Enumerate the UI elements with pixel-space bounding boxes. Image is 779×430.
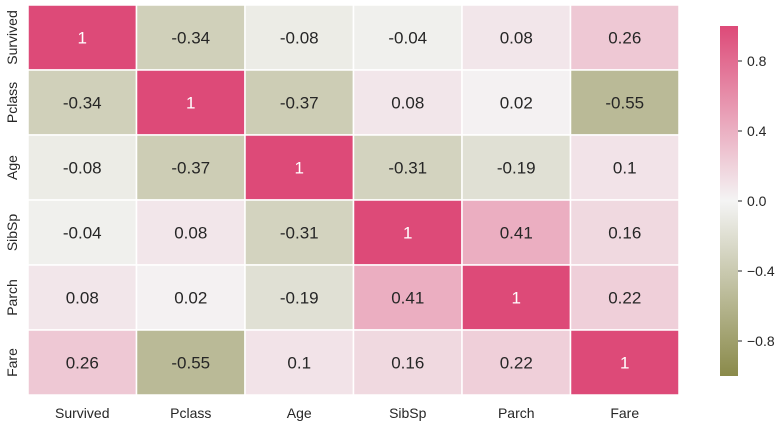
cell-value-label: -0.31 (280, 224, 319, 243)
cell-value-label: 0.02 (500, 94, 533, 113)
y-tick-label-parch: Parch (4, 279, 20, 316)
heatmap-cell-pclass-pclass (135, 69, 246, 136)
colorbar-tick-label: 0.8 (747, 53, 767, 69)
cell-value-label: 0.08 (66, 289, 99, 308)
cell-value-label: -0.55 (605, 94, 644, 113)
x-tick-labels: Survived Pclass Age SibSp Parch Fare (55, 405, 639, 421)
cell-value-label: 0.16 (391, 354, 424, 373)
heatmap-cell-sibsp-age (244, 199, 355, 266)
colorbar-tick-label: −0.8 (747, 333, 775, 349)
cell-value-label: 0.1 (287, 354, 311, 373)
y-tick-labels: Survived Pclass Age SibSp Parch Fare (4, 10, 20, 377)
cell-value-label: 0.08 (391, 94, 424, 113)
colorbar-tick-label: −0.4 (747, 263, 775, 279)
y-tick-label-fare: Fare (4, 348, 20, 377)
heatmap-cell-age-parch (461, 134, 572, 201)
cell-value-label: 0.26 (66, 354, 99, 373)
x-tick-label-fare: Fare (610, 405, 639, 421)
heatmap-cell-sibsp-pclass (135, 199, 246, 266)
cell-value-label: -0.37 (280, 94, 319, 113)
heatmap-cell-sibsp-survived (27, 199, 138, 266)
cell-value-label: 0.08 (174, 224, 207, 243)
y-tick-label-sibsp: SibSp (4, 214, 20, 252)
y-tick-label-age: Age (4, 155, 20, 180)
cell-value-label: -0.55 (171, 354, 210, 373)
cell-value-label: 0.22 (608, 289, 641, 308)
x-tick-label-parch: Parch (498, 405, 535, 421)
cell-value-label: 0.02 (174, 289, 207, 308)
heatmap-cell-parch-fare (569, 264, 680, 331)
x-tick-label-pclass: Pclass (170, 405, 211, 421)
heatmap-cell-age-pclass (135, 134, 246, 201)
cell-value-label: -0.37 (171, 159, 210, 178)
heatmap-cells: 1 -0.34 -0.08 -0.04 0.08 0.26 -0.34 1 -0.37 0.08 0… (27, 4, 680, 396)
cell-value-label: -0.19 (280, 289, 319, 308)
colorbar-gradient (720, 26, 738, 376)
cell-value-label: -0.04 (63, 224, 102, 243)
cell-value-label: 0.41 (391, 289, 424, 308)
heatmap-cell-sibsp-sibsp (352, 199, 463, 266)
x-tick-label-sibsp: SibSp (389, 405, 427, 421)
cell-value-label: -0.08 (280, 29, 319, 48)
heatmap-cell-parch-age (244, 264, 355, 331)
heatmap-cell-parch-survived (27, 264, 138, 331)
cell-value-label: 0.41 (500, 224, 533, 243)
heatmap-cell-survived-fare (569, 4, 680, 71)
heatmap-cell-fare-sibsp (352, 329, 463, 396)
heatmap-cell-age-sibsp (352, 134, 463, 201)
cell-value-label: -0.19 (497, 159, 536, 178)
cell-value-label: 1 (620, 354, 629, 373)
heatmap-cell-parch-parch (461, 264, 572, 331)
heatmap-cell-fare-parch (461, 329, 572, 396)
heatmap-cell-sibsp-fare (569, 199, 680, 266)
heatmap-cell-pclass-sibsp (352, 69, 463, 136)
cell-value-label: 1 (295, 159, 304, 178)
heatmap-cell-parch-sibsp (352, 264, 463, 331)
heatmap-cell-survived-survived (27, 4, 138, 71)
heatmap-cell-fare-survived (27, 329, 138, 396)
cell-value-label: 1 (186, 94, 195, 113)
colorbar: 0.8 0.4 0.0 −0.4 −0.8 (720, 26, 775, 376)
heatmap-cell-survived-pclass (135, 4, 246, 71)
cell-value-label: -0.08 (63, 159, 102, 178)
cell-value-label: 1 (78, 29, 87, 48)
cell-value-label: -0.31 (388, 159, 427, 178)
colorbar-tick-label: 0.4 (747, 123, 767, 139)
cell-value-label: 0.26 (608, 29, 641, 48)
x-tick-label-survived: Survived (55, 405, 109, 421)
heatmap-cell-sibsp-parch (461, 199, 572, 266)
cell-value-label: -0.34 (171, 29, 210, 48)
cell-value-label: -0.04 (388, 29, 427, 48)
cell-value-label: 1 (512, 289, 521, 308)
heatmap-cell-survived-age (244, 4, 355, 71)
cell-value-label: -0.34 (63, 94, 102, 113)
cell-value-label: 0.08 (500, 29, 533, 48)
x-tick-label-age: Age (287, 405, 312, 421)
cell-value-label: 1 (403, 224, 412, 243)
cell-value-label: 0.1 (613, 159, 637, 178)
cell-value-label: 0.16 (608, 224, 641, 243)
y-tick-label-pclass: Pclass (4, 82, 20, 123)
colorbar-tick-label: 0.0 (747, 193, 767, 209)
heatmap-cell-pclass-fare (569, 69, 680, 136)
heatmap-cell-fare-fare (569, 329, 680, 396)
heatmap-cell-age-fare (569, 134, 680, 201)
cell-value-label: 0.22 (500, 354, 533, 373)
y-tick-label-survived: Survived (4, 10, 20, 64)
